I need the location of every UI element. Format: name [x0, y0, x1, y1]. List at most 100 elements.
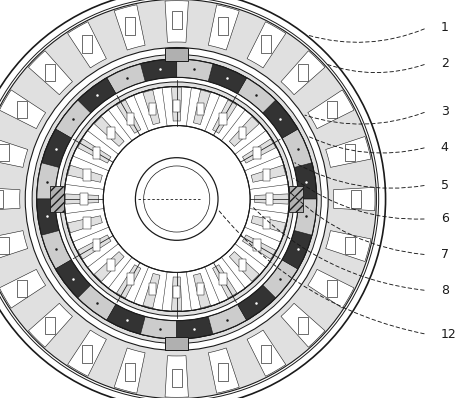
Wedge shape [0, 269, 45, 308]
Wedge shape [117, 265, 141, 298]
Wedge shape [177, 59, 213, 82]
Wedge shape [0, 187, 20, 211]
Wedge shape [67, 330, 106, 376]
Wedge shape [172, 277, 182, 310]
Wedge shape [193, 273, 211, 308]
Bar [298, 317, 308, 334]
Wedge shape [28, 51, 73, 95]
Bar [84, 169, 91, 181]
Wedge shape [107, 64, 145, 94]
Bar [263, 217, 270, 229]
Bar [173, 100, 180, 112]
Bar [261, 345, 271, 363]
Wedge shape [263, 100, 298, 138]
Bar [219, 113, 227, 125]
Wedge shape [208, 304, 247, 334]
Circle shape [135, 158, 218, 240]
Wedge shape [247, 330, 286, 376]
Wedge shape [0, 90, 45, 129]
Wedge shape [251, 216, 285, 233]
Text: 8: 8 [441, 284, 448, 297]
Bar [266, 193, 273, 205]
Wedge shape [0, 0, 376, 398]
Wedge shape [282, 129, 312, 168]
Bar [172, 369, 182, 387]
Wedge shape [193, 90, 211, 125]
Wedge shape [308, 90, 354, 129]
Wedge shape [0, 230, 28, 261]
Bar [173, 286, 180, 298]
Bar [327, 280, 337, 297]
Wedge shape [326, 230, 371, 261]
Bar [80, 193, 88, 205]
Wedge shape [326, 137, 371, 168]
Bar [253, 239, 261, 251]
Wedge shape [32, 55, 321, 343]
Bar [263, 169, 270, 181]
Text: 12: 12 [441, 328, 456, 341]
Wedge shape [247, 22, 286, 68]
Wedge shape [68, 216, 102, 233]
Wedge shape [208, 64, 247, 94]
Bar [218, 363, 228, 380]
Text: 3: 3 [441, 105, 448, 118]
Text: 4: 4 [441, 141, 448, 154]
Wedge shape [143, 90, 160, 125]
Bar [239, 259, 246, 271]
Wedge shape [28, 303, 73, 347]
Bar [0, 190, 3, 208]
Wedge shape [281, 51, 325, 95]
Bar [82, 345, 92, 363]
Wedge shape [0, 137, 28, 168]
Wedge shape [251, 165, 285, 182]
Text: 2: 2 [441, 57, 448, 70]
Wedge shape [41, 129, 72, 168]
Wedge shape [242, 139, 276, 163]
Bar [82, 35, 92, 53]
Wedge shape [140, 59, 177, 82]
Text: 5: 5 [441, 179, 448, 191]
Bar [107, 259, 115, 271]
Bar [127, 273, 134, 285]
Bar [197, 283, 204, 295]
Wedge shape [41, 230, 72, 269]
Bar [345, 144, 355, 162]
Bar [219, 273, 227, 285]
Wedge shape [208, 348, 239, 393]
Bar [125, 363, 135, 380]
Wedge shape [308, 269, 354, 308]
Bar [17, 280, 27, 297]
Wedge shape [78, 139, 111, 163]
Bar [125, 18, 135, 35]
Wedge shape [263, 260, 298, 298]
Wedge shape [106, 304, 145, 334]
Bar [127, 113, 134, 125]
Bar [289, 186, 303, 212]
Bar [93, 239, 100, 251]
Wedge shape [114, 348, 145, 393]
Bar [345, 236, 355, 254]
Bar [165, 48, 188, 61]
Wedge shape [65, 194, 99, 204]
Bar [93, 147, 100, 159]
Bar [197, 103, 204, 115]
Bar [239, 127, 246, 139]
Bar [0, 236, 9, 254]
Wedge shape [143, 273, 160, 308]
Wedge shape [78, 285, 116, 320]
Wedge shape [140, 316, 177, 339]
Bar [0, 144, 9, 162]
Wedge shape [238, 78, 276, 113]
Text: 1: 1 [441, 21, 448, 34]
Wedge shape [230, 252, 259, 281]
Text: 7: 7 [441, 248, 448, 261]
Wedge shape [255, 194, 288, 204]
Wedge shape [78, 78, 116, 113]
Wedge shape [37, 163, 59, 199]
Wedge shape [177, 316, 213, 339]
Bar [45, 317, 55, 334]
Wedge shape [294, 163, 317, 199]
Bar [84, 217, 91, 229]
Wedge shape [213, 100, 237, 133]
Bar [17, 101, 27, 118]
